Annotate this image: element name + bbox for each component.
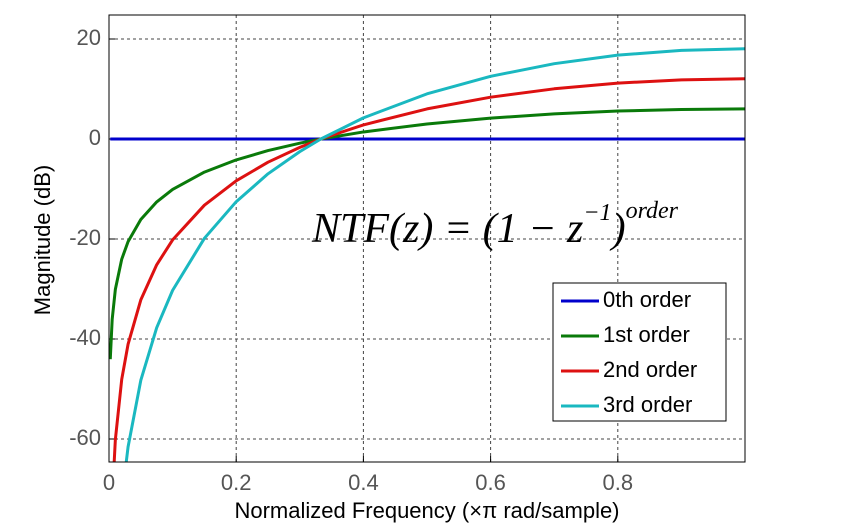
x-tick-label: 0.6 (475, 470, 506, 495)
line-series (112, 77, 745, 462)
x-axis-label: Normalized Frequency (×π rad/sample) (234, 498, 619, 523)
annotation-part: −1 (583, 200, 611, 226)
plot-frame (108, 14, 746, 463)
legend: 0th order 1st order 2nd order 3rd order (552, 282, 727, 422)
annotation-part: NTF(z) = (1 − z (311, 206, 583, 252)
y-tick-label: -40 (69, 325, 101, 350)
y-tick-label: -60 (69, 425, 101, 450)
legend-label: 0th order (603, 287, 691, 312)
legend-label: 3rd order (603, 392, 692, 417)
x-tick-label: 0.4 (348, 470, 379, 495)
y-axis-label: Magnitude (dB) (30, 165, 55, 315)
y-tick-label: -20 (69, 225, 101, 250)
line-series (109, 107, 745, 360)
legend-label: 1st order (603, 322, 690, 347)
legend-label: 2nd order (603, 357, 697, 382)
lines (109, 47, 745, 462)
line-series (124, 47, 745, 462)
annotation-part: order (626, 198, 679, 224)
annotation-part: ) (610, 206, 626, 252)
x-tick-label: 0.2 (221, 470, 252, 495)
y-tick-label: 20 (77, 25, 101, 50)
legend-box (552, 282, 727, 422)
x-tick-label: 0 (103, 470, 115, 495)
annotation: NTF(z) = (1 − z−1)order (311, 198, 679, 252)
y-tick-label: 0 (89, 125, 101, 150)
x-tick-label: 0.8 (603, 470, 634, 495)
